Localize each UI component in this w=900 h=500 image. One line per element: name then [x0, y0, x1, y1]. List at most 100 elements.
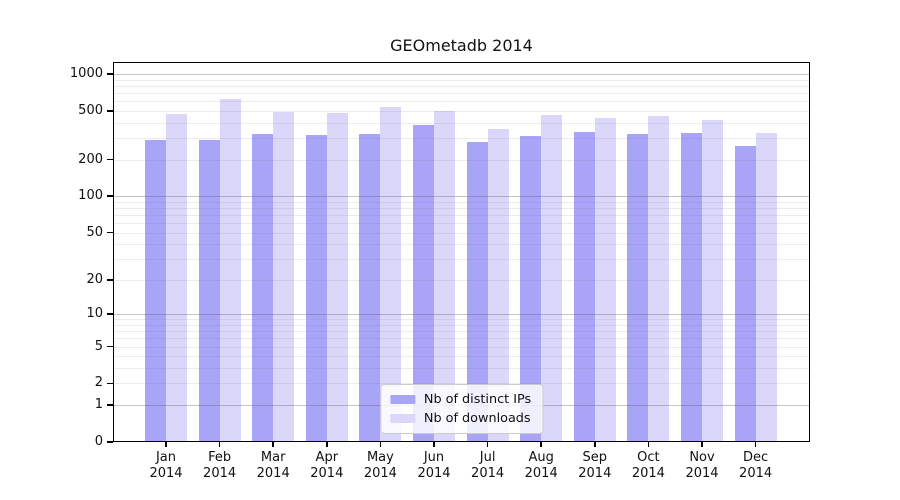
legend-label-downloads: Nb of downloads	[423, 411, 531, 426]
x-tick-label: Jan 2014	[136, 450, 196, 481]
x-tick-label: Aug 2014	[511, 450, 571, 481]
bar-downloads-jan	[166, 113, 187, 442]
gridline-minor	[113, 138, 810, 139]
gridline-minor	[113, 244, 810, 246]
y-tick-mark	[107, 382, 113, 385]
y-tick-mark	[107, 313, 113, 316]
x-tick-mark	[218, 442, 221, 447]
y-tick-mark	[107, 195, 113, 197]
plot-area: Nb of distinct IPs Nb of downloads	[113, 62, 810, 442]
plot-border	[113, 62, 810, 442]
bar-downloads-apr	[326, 112, 348, 442]
bar-downloads-feb	[219, 98, 241, 442]
gridline-minor	[113, 159, 810, 161]
x-tick-year: 2014	[685, 465, 719, 481]
bar-distinct-ips-oct	[627, 133, 649, 442]
bar-distinct-ips-feb	[198, 140, 220, 442]
gridline-minor	[113, 214, 810, 216]
gridline-minor	[113, 338, 810, 340]
bar-distinct-ips-jul	[466, 142, 488, 442]
y-tick-label: 1000	[69, 65, 103, 81]
gridline-minor	[113, 101, 810, 103]
bar-downloads-nov	[702, 120, 723, 442]
bar-distinct-ips-jun	[413, 124, 434, 442]
x-tick-label: May 2014	[350, 450, 410, 481]
legend: Nb of distinct IPs Nb of downloads	[379, 384, 544, 434]
x-tick-year: 2014	[631, 465, 665, 481]
y-tick-mark	[107, 73, 113, 75]
gridline-minor	[113, 279, 810, 281]
gridline-minor	[113, 331, 810, 333]
bar-distinct-ips-may	[359, 133, 381, 442]
y-tick-label: 0	[94, 434, 103, 449]
x-tick-label: Sep 2014	[565, 450, 625, 481]
y-tick-label: 1	[94, 397, 103, 413]
bar-downloads-jul	[487, 129, 509, 442]
bar-downloads-aug	[541, 114, 563, 442]
gridline-minor	[113, 356, 810, 358]
x-tick-year: 2014	[578, 465, 612, 481]
x-tick-year: 2014	[203, 465, 237, 481]
gridline-minor	[113, 319, 810, 321]
gridline-minor	[113, 92, 810, 94]
legend-item-downloads: Nb of downloads	[389, 409, 531, 428]
bar-distinct-ips-aug	[520, 135, 542, 442]
y-tick-label: 20	[86, 271, 103, 287]
x-tick-mark	[486, 442, 489, 447]
x-tick-mark	[701, 442, 703, 447]
bar-distinct-ips-mar	[252, 134, 274, 442]
x-tick-mark	[540, 442, 542, 447]
x-tick-mark	[326, 442, 328, 447]
y-tick-mark	[107, 345, 113, 348]
x-tick-year: 2014	[149, 465, 183, 481]
x-tick-label: Jun 2014	[404, 450, 464, 481]
gridline-minor	[113, 259, 810, 261]
gridline-minor	[113, 232, 810, 234]
gridline-minor	[113, 383, 810, 385]
y-tick-mark	[107, 279, 113, 281]
gridline-minor	[113, 223, 810, 225]
x-tick-year: 2014	[363, 465, 397, 481]
gridline-major	[113, 314, 810, 316]
x-tick-mark	[594, 442, 596, 447]
gridline-minor	[113, 85, 810, 87]
x-tick-year: 2014	[739, 465, 773, 481]
gridline-minor	[113, 368, 810, 370]
gridline-minor	[113, 79, 810, 81]
x-tick-mark	[754, 442, 757, 447]
x-tick-year: 2014	[310, 465, 344, 481]
x-tick-mark	[165, 442, 167, 447]
y-tick-mark	[107, 231, 113, 234]
x-tick-year: 2014	[471, 465, 505, 481]
y-tick-label: 5	[94, 338, 103, 354]
x-tick-label: Feb 2014	[190, 450, 250, 481]
y-tick-mark	[107, 110, 113, 112]
bar-downloads-mar	[273, 112, 295, 442]
y-tick-label: 2	[94, 375, 103, 391]
bar-distinct-ips-dec	[734, 145, 756, 442]
x-tick-mark	[647, 442, 650, 447]
y-tick-label: 50	[86, 224, 103, 240]
legend-swatch-distinct-ips	[389, 395, 415, 404]
legend-swatch-downloads	[389, 414, 415, 423]
y-tick-mark	[107, 158, 113, 161]
x-tick-label: Apr 2014	[297, 450, 357, 481]
bar-downloads-jun	[434, 110, 455, 442]
x-tick-label: Mar 2014	[243, 450, 303, 481]
bar-distinct-ips-jan	[145, 139, 166, 442]
gridline-minor	[113, 110, 810, 112]
bar-downloads-dec	[755, 132, 777, 442]
gridline-minor	[113, 324, 810, 326]
x-tick-label: Jul 2014	[458, 450, 518, 481]
x-tick-year: 2014	[256, 465, 290, 481]
bar-distinct-ips-nov	[681, 132, 702, 442]
legend-label-distinct-ips: Nb of distinct IPs	[423, 392, 532, 407]
x-tick-label: Dec 2014	[726, 450, 786, 481]
bar-distinct-ips-apr	[305, 134, 327, 442]
y-tick-label: 500	[78, 102, 103, 118]
legend-item-distinct-ips: Nb of distinct IPs	[389, 390, 532, 409]
x-tick-year: 2014	[417, 465, 451, 481]
x-tick-label: Nov 2014	[672, 450, 732, 481]
bar-downloads-may	[380, 107, 402, 442]
gridline-major	[113, 73, 810, 75]
